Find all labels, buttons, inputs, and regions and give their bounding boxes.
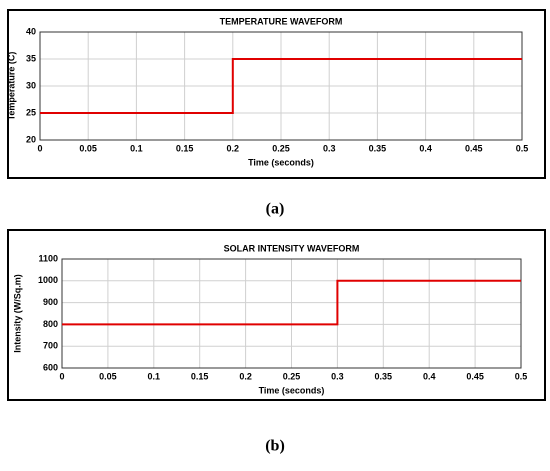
- x-tick-label: 0.5: [516, 143, 529, 153]
- y-tick-label: 25: [26, 107, 36, 117]
- x-tick-label: 0.05: [99, 371, 117, 381]
- x-tick-label: 0.15: [191, 371, 209, 381]
- y-tick-label: 800: [43, 319, 58, 329]
- y-tick-label: 30: [26, 80, 36, 90]
- line: [40, 58, 522, 114]
- x-tick-label: 0.15: [176, 143, 194, 153]
- x-tick-label: 0.1: [130, 143, 143, 153]
- chart-title: TEMPERATURE WAVEFORM: [220, 16, 343, 26]
- y-tick-label: 20: [26, 134, 36, 144]
- y-tick-label: 600: [43, 362, 58, 372]
- y-tick-label: 1000: [38, 275, 58, 285]
- y-tick-label: 1100: [38, 253, 58, 263]
- x-tick-label: 0.45: [466, 371, 484, 381]
- y-tick-label: 900: [43, 297, 58, 307]
- x-tick-label: 0: [59, 371, 64, 381]
- y-axis-label: Temperature (C): [6, 52, 16, 121]
- x-tick-label: 0.05: [79, 143, 97, 153]
- x-tick-label: 0.35: [375, 371, 393, 381]
- x-tick-label: 0.2: [239, 371, 252, 381]
- x-tick-label: 0.3: [331, 371, 344, 381]
- x-tick-label: 0.25: [272, 143, 290, 153]
- chart-title: SOLAR INTENSITY WAVEFORM: [224, 243, 360, 253]
- plot-border: [61, 258, 522, 369]
- caption: (b): [265, 438, 285, 455]
- x-tick-label: 0.1: [148, 371, 161, 381]
- y-tick-label: 40: [26, 26, 36, 36]
- x-axis-label: Time (seconds): [259, 385, 325, 395]
- y-tick-label: 700: [43, 341, 58, 351]
- x-tick-label: 0.4: [419, 143, 432, 153]
- y-tick-label: 35: [26, 53, 36, 63]
- plot-border: [39, 31, 523, 141]
- x-tick-label: 0.2: [227, 143, 240, 153]
- x-tick-label: 0.25: [283, 371, 301, 381]
- y-axis-label: Intensity (W/Sq.m): [12, 274, 22, 353]
- x-tick-label: 0.5: [515, 371, 528, 381]
- line: [62, 279, 521, 326]
- x-tick-label: 0.35: [369, 143, 387, 153]
- x-tick-label: 0: [37, 143, 42, 153]
- x-axis-label: Time (seconds): [248, 157, 314, 167]
- x-tick-label: 0.4: [423, 371, 436, 381]
- x-tick-label: 0.45: [465, 143, 483, 153]
- x-tick-label: 0.3: [323, 143, 336, 153]
- caption: (a): [266, 201, 285, 218]
